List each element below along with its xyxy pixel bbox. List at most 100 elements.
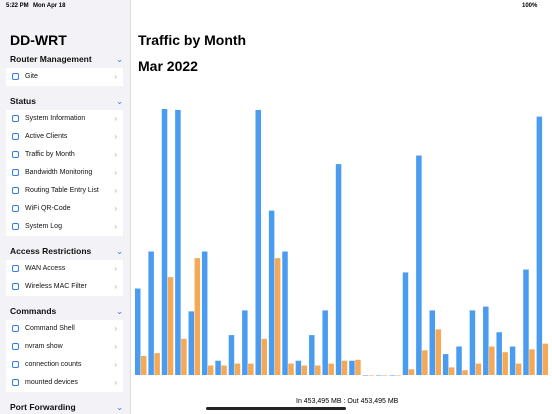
bar — [242, 310, 248, 375]
bar — [248, 363, 254, 375]
bar — [368, 375, 375, 376]
sidebar-item[interactable]: Wireless MAC Filter › — [6, 278, 123, 296]
item-label: Traffic by Month — [25, 151, 75, 158]
bar — [261, 338, 267, 375]
bar — [301, 365, 308, 375]
icon — [12, 187, 19, 194]
chevron: › — [114, 264, 117, 273]
sidebar: DD-WRT Router Management ⌄ Gite › Status ⌄ Sys… — [0, 0, 131, 414]
time: 5:22 PM — [6, 3, 29, 9]
icon — [12, 325, 19, 332]
sidebar-item[interactable]: Active Clients › — [6, 128, 123, 146]
footer-summary: In 453,495 MB : Out 453,495 MB — [296, 398, 399, 405]
bar — [141, 356, 147, 375]
sidebar-item[interactable]: Bandwidth Monitoring › — [6, 164, 123, 182]
chevron: › — [114, 222, 117, 231]
sidebar-item[interactable]: WiFi QR-Code › — [6, 200, 123, 218]
chart — [135, 109, 548, 376]
chevron: › — [114, 204, 117, 213]
icon — [12, 379, 19, 386]
sidebar-item[interactable]: System Log › — [6, 218, 123, 236]
bar — [135, 288, 141, 375]
home-indicator — [206, 407, 346, 410]
icon — [12, 73, 19, 80]
item-label: WiFi QR-Code — [25, 205, 71, 212]
bar — [408, 369, 415, 375]
sidebar-item[interactable]: Gite › — [6, 68, 123, 86]
icon — [12, 133, 19, 140]
bar — [475, 363, 482, 375]
bar — [489, 346, 495, 375]
chevron: › — [114, 360, 117, 369]
bar — [282, 251, 288, 375]
bar — [349, 360, 355, 375]
bar — [274, 258, 281, 375]
chevron: ⌄ — [116, 402, 124, 412]
bar — [181, 338, 187, 375]
sidebar-item[interactable]: System Information › — [6, 110, 123, 128]
item-label: System Information — [25, 115, 86, 122]
bar — [395, 375, 401, 376]
sidebar-item[interactable]: Routing Table Entry List › — [6, 182, 123, 200]
bar — [442, 354, 449, 375]
item-label: nvram show — [25, 343, 63, 350]
item-label: connection counts — [25, 361, 82, 368]
sidebar-item[interactable]: WAN Access › — [6, 260, 123, 278]
sidebar-item[interactable]: connection counts › — [6, 356, 123, 374]
icon — [12, 151, 19, 158]
chevron: › — [114, 150, 117, 159]
bar — [188, 311, 195, 375]
item-label: Gite — [25, 73, 38, 80]
bar — [502, 352, 508, 375]
bar — [416, 155, 422, 375]
bar — [201, 251, 208, 375]
chevron: › — [114, 168, 117, 177]
bar — [175, 109, 181, 375]
bar — [456, 346, 462, 375]
item-label: Command Shell — [25, 325, 75, 332]
item-label: Wireless MAC Filter — [25, 283, 87, 290]
chevron: › — [114, 114, 117, 123]
icon — [12, 223, 19, 230]
bar — [402, 272, 409, 375]
chevron: › — [114, 342, 117, 351]
sidebar-item[interactable]: Command Shell › — [6, 320, 123, 338]
bar — [207, 365, 214, 375]
bar — [309, 335, 315, 375]
chevron: › — [114, 132, 117, 141]
chevron: › — [114, 282, 117, 291]
battery: 100% — [522, 3, 538, 9]
bar — [167, 277, 174, 375]
icon — [12, 283, 19, 290]
bar — [322, 310, 328, 375]
bar — [422, 350, 428, 375]
date: Mon Apr 18 — [33, 3, 66, 9]
sidebar-item[interactable]: mounted devices › — [6, 374, 123, 392]
section-header: Status ⌄ — [10, 96, 124, 106]
bar — [536, 116, 543, 375]
item-label: System Log — [25, 223, 62, 230]
bar — [483, 306, 489, 375]
bar — [389, 375, 395, 376]
bar — [154, 353, 160, 375]
icon — [12, 169, 19, 176]
bar — [255, 109, 261, 375]
section-header: Router Management ⌄ — [10, 54, 124, 64]
bar — [469, 310, 476, 375]
sidebar-item[interactable]: Traffic by Month › — [6, 146, 123, 164]
bar — [228, 335, 235, 375]
icon — [12, 343, 19, 350]
bar — [429, 310, 436, 375]
bar — [435, 329, 442, 375]
section-header: Access Restrictions ⌄ — [10, 246, 124, 256]
chevron: ⌄ — [116, 306, 124, 316]
sidebar-title: DD-WRT — [10, 32, 67, 48]
icon — [12, 115, 19, 122]
sidebar-item[interactable]: nvram show › — [6, 338, 123, 356]
bar — [523, 269, 529, 375]
bar — [328, 363, 334, 375]
item-label: mounted devices — [25, 379, 78, 386]
icon — [12, 361, 19, 368]
bar — [462, 370, 468, 375]
bar — [509, 346, 516, 375]
